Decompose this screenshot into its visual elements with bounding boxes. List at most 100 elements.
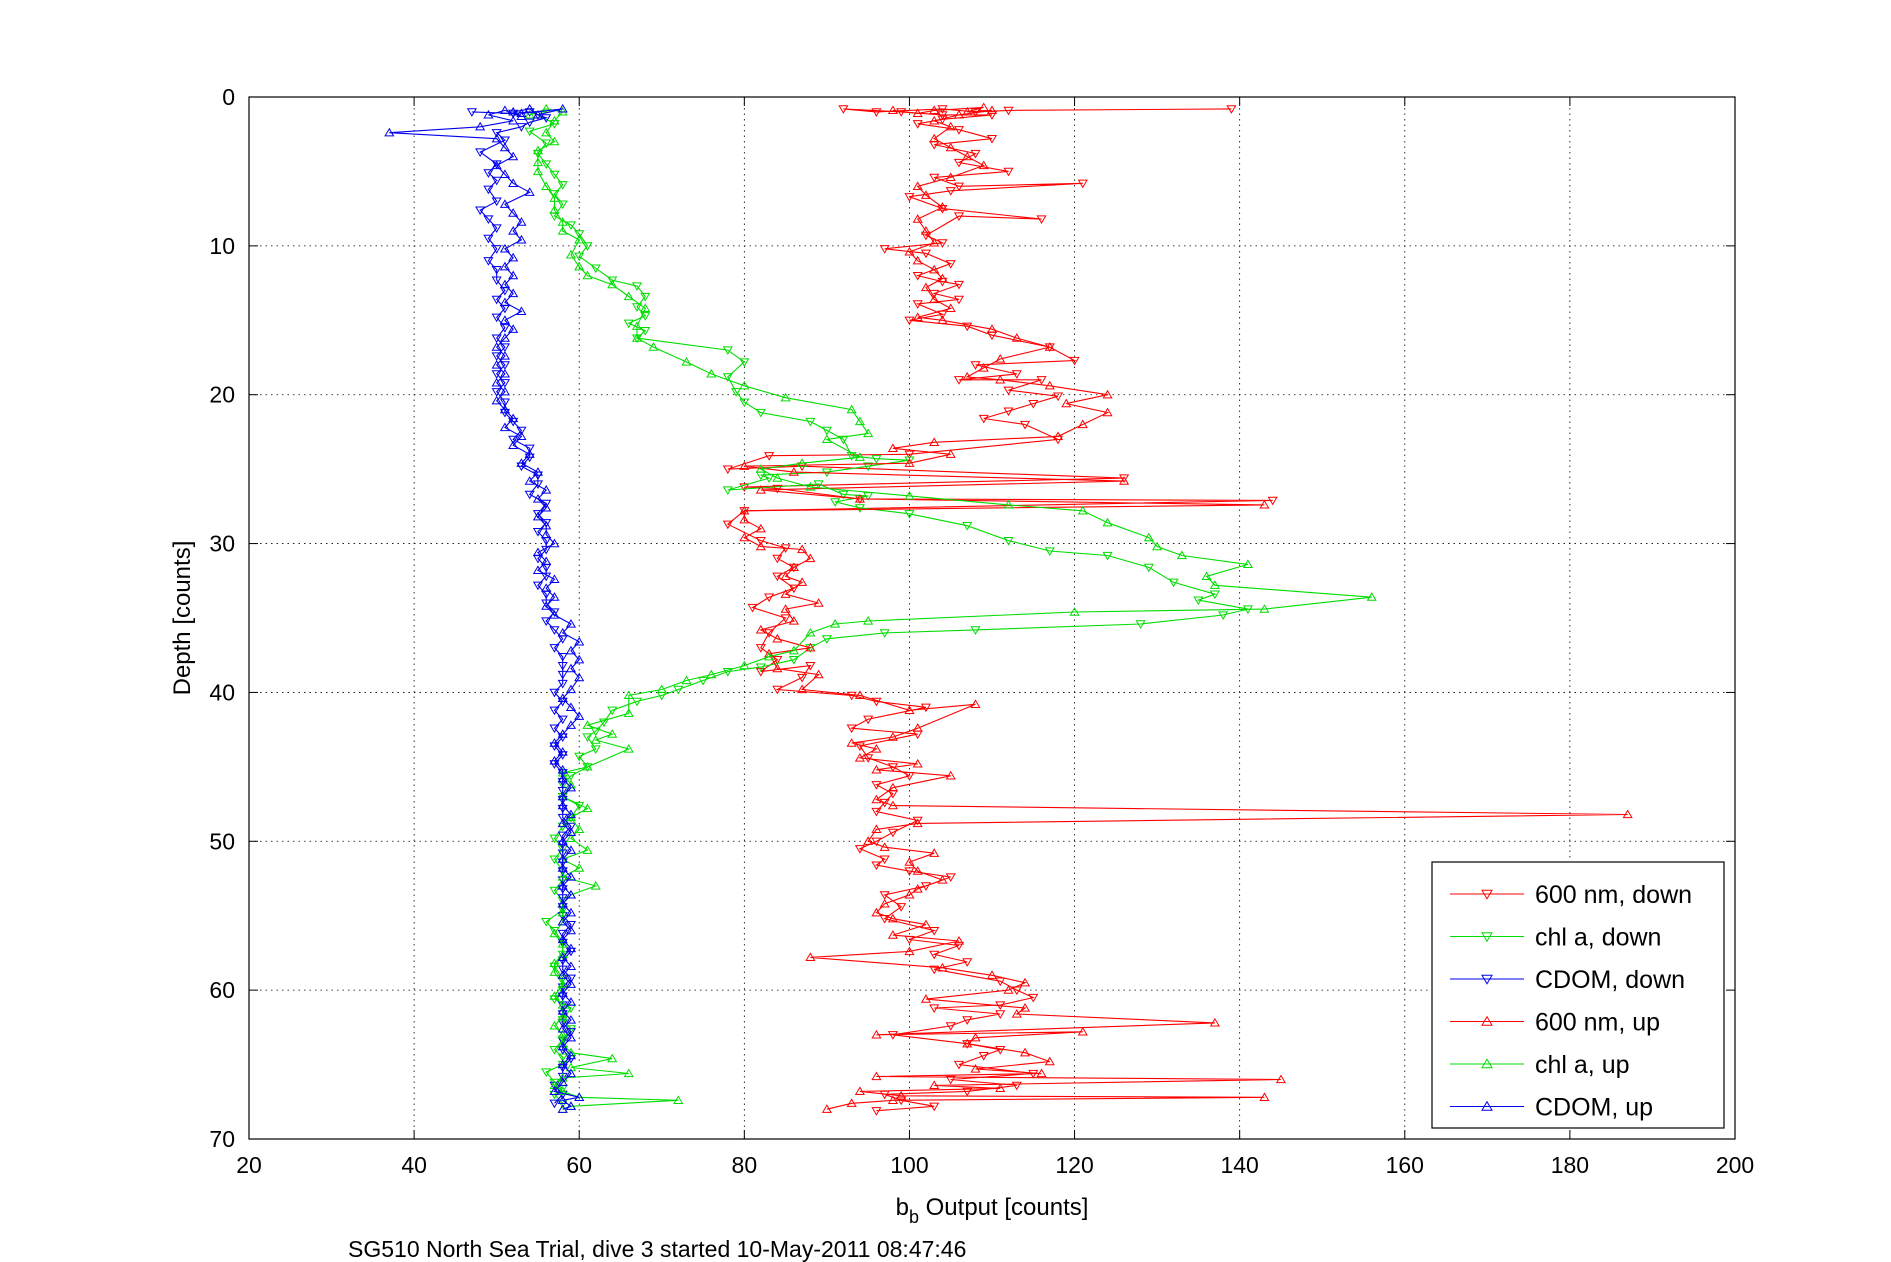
data-point xyxy=(904,867,915,877)
data-point xyxy=(483,257,494,266)
data-point xyxy=(764,474,775,484)
data-point xyxy=(565,809,577,819)
plot-area xyxy=(384,102,1633,1116)
data-point xyxy=(1011,333,1022,342)
data-point xyxy=(1028,993,1039,1003)
data-point xyxy=(549,193,560,202)
data-point xyxy=(797,684,808,694)
data-point xyxy=(524,187,535,196)
data-point xyxy=(755,541,766,551)
data-point xyxy=(483,169,494,178)
data-point xyxy=(565,889,577,899)
data-point xyxy=(788,656,799,665)
data-point xyxy=(557,1095,568,1104)
data-point xyxy=(780,571,791,580)
x-tick-label: 100 xyxy=(890,1152,928,1178)
data-point xyxy=(549,991,560,1000)
data-point xyxy=(912,255,923,265)
data-point xyxy=(491,377,502,387)
data-point xyxy=(1019,1003,1031,1012)
series-line xyxy=(529,108,1372,1110)
data-point xyxy=(574,252,585,262)
data-point xyxy=(516,306,527,316)
data-point xyxy=(516,111,527,121)
data-point xyxy=(541,918,552,927)
data-point xyxy=(871,824,882,834)
legend-swatch-marker xyxy=(1481,889,1493,900)
data-point xyxy=(937,202,948,211)
data-point xyxy=(499,343,510,353)
data-point xyxy=(499,261,510,271)
data-point xyxy=(475,148,486,158)
data-point xyxy=(772,484,783,494)
data-point xyxy=(491,129,502,138)
data-point xyxy=(1044,380,1055,390)
data-point xyxy=(565,845,577,854)
data-point xyxy=(929,1080,940,1090)
data-point xyxy=(805,482,816,491)
data-point xyxy=(1259,1092,1270,1101)
data-point xyxy=(491,295,502,305)
data-point xyxy=(557,952,568,962)
data-point xyxy=(995,354,1006,363)
data-point xyxy=(549,738,560,747)
data-point xyxy=(508,115,519,125)
data-point xyxy=(879,891,890,900)
data-point xyxy=(598,718,610,728)
data-point xyxy=(557,764,568,774)
data-point xyxy=(565,925,577,935)
x-tick-label: 20 xyxy=(236,1152,262,1178)
data-point xyxy=(475,206,486,216)
data-point xyxy=(953,158,965,168)
data-point xyxy=(557,1029,568,1039)
data-point xyxy=(863,836,874,845)
x-axis-label-units: Output [counts] xyxy=(919,1194,1088,1221)
data-point xyxy=(953,941,965,951)
data-point xyxy=(631,282,643,292)
data-point xyxy=(499,136,510,146)
data-point xyxy=(384,127,395,137)
data-point xyxy=(557,679,568,689)
data-point xyxy=(574,824,585,834)
data-point xyxy=(821,426,832,436)
data-point xyxy=(904,490,915,500)
data-point xyxy=(697,676,709,686)
data-point xyxy=(516,234,527,244)
data-point xyxy=(929,237,940,247)
data-point xyxy=(524,490,535,500)
data-point xyxy=(871,861,882,871)
data-point xyxy=(557,831,568,841)
data-point xyxy=(549,834,560,844)
data-point xyxy=(813,480,824,490)
data-point xyxy=(879,855,890,865)
data-point xyxy=(731,388,742,397)
data-point xyxy=(508,178,519,187)
data-point xyxy=(557,800,568,810)
data-point xyxy=(549,724,560,734)
data-point xyxy=(516,108,527,118)
data-point xyxy=(970,1064,981,1073)
data-point xyxy=(962,151,973,161)
data-point xyxy=(863,462,874,472)
y-tick-label: 0 xyxy=(222,84,235,110)
data-point xyxy=(896,1090,907,1100)
data-point xyxy=(541,127,552,137)
data-point xyxy=(640,327,651,336)
data-point xyxy=(557,181,568,190)
data-point xyxy=(722,373,733,382)
data-point xyxy=(491,359,502,369)
data-point xyxy=(1036,215,1047,225)
data-point xyxy=(549,136,560,146)
data-point xyxy=(953,936,965,945)
y-tick-label: 30 xyxy=(209,531,235,557)
data-point xyxy=(557,1000,568,1009)
data-point xyxy=(904,193,915,202)
data-point xyxy=(929,848,940,857)
data-point xyxy=(532,109,544,119)
data-point xyxy=(772,633,783,643)
data-point xyxy=(574,863,585,872)
data-point xyxy=(557,106,568,116)
data-point xyxy=(1226,105,1237,114)
data-point xyxy=(631,321,643,330)
data-point xyxy=(863,616,874,625)
